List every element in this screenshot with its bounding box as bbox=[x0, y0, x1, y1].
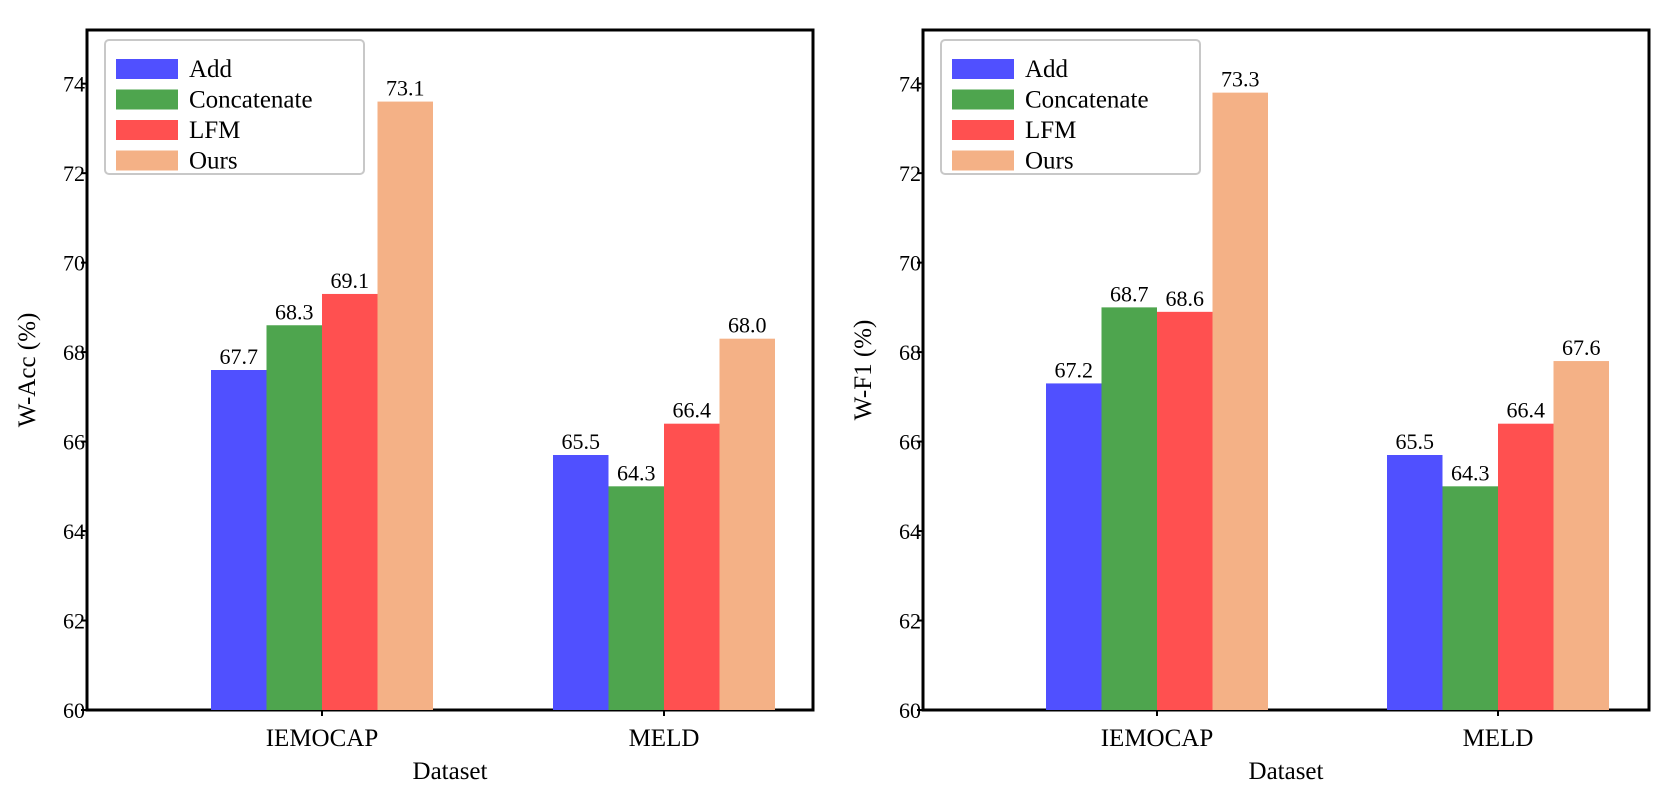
bar-value-label: 67.7 bbox=[220, 344, 259, 369]
y-axis-label: W-Acc (%) bbox=[14, 313, 41, 428]
y-tick-label: 74 bbox=[63, 72, 85, 97]
y-tick-label: 64 bbox=[899, 519, 921, 544]
bar-lfm-iemocap bbox=[322, 293, 378, 710]
legend-label-lfm: LFM bbox=[189, 117, 240, 144]
chart-panel-1: 60 62 64 66 68 70 72 74 67.7 65.5 68.3 64.3 69.1 66.4… bbox=[14, 28, 815, 785]
legend-swatch-concatenate bbox=[952, 89, 1014, 110]
legend-label-lfm: LFM bbox=[1025, 117, 1076, 144]
bar-add-iemocap bbox=[1046, 383, 1102, 710]
bar-value-label: 65.5 bbox=[1396, 429, 1435, 454]
legend-label-ours: Ours bbox=[189, 148, 238, 175]
x-axis-label: Dataset bbox=[413, 758, 488, 785]
bar-add-meld bbox=[1387, 455, 1443, 710]
y-tick-label: 74 bbox=[899, 72, 921, 97]
bar-lfm-meld bbox=[1498, 423, 1554, 710]
x-tick-label: MELD bbox=[629, 725, 700, 752]
plot-frame bbox=[921, 28, 1651, 712]
bar-value-label: 67.2 bbox=[1055, 357, 1094, 382]
legend-label-ours: Ours bbox=[1025, 148, 1074, 175]
legend: Add Concatenate LFM Ours bbox=[104, 39, 365, 175]
legend-label-concatenate: Concatenate bbox=[189, 87, 313, 114]
bar-value-label: 68.3 bbox=[275, 299, 314, 324]
legend-swatch-ours bbox=[116, 150, 178, 171]
y-tick-label: 70 bbox=[899, 251, 921, 276]
bar-value-label: 64.3 bbox=[1451, 460, 1490, 485]
y-tick-label: 62 bbox=[63, 609, 85, 634]
bar-value-label: 68.6 bbox=[1166, 286, 1205, 311]
bar-value-label: 68.0 bbox=[728, 313, 767, 338]
legend-swatch-concatenate bbox=[116, 89, 178, 110]
bar-ours-meld bbox=[1553, 361, 1609, 710]
y-tick-label: 72 bbox=[63, 161, 85, 186]
bar-ours-iemocap bbox=[377, 101, 433, 710]
legend-swatch-ours bbox=[952, 150, 1014, 171]
legend-swatch-add bbox=[952, 59, 1014, 79]
bar-concatenate-iemocap bbox=[266, 325, 322, 710]
y-tick-label: 72 bbox=[899, 161, 921, 186]
bar-ours-meld bbox=[719, 338, 775, 710]
bar-value-label: 66.4 bbox=[1507, 398, 1546, 423]
y-tick-label: 60 bbox=[899, 698, 921, 723]
legend-label-add: Add bbox=[189, 56, 233, 83]
bar-lfm-meld bbox=[664, 423, 720, 710]
x-tick-label: IEMOCAP bbox=[266, 725, 379, 752]
y-tick-label: 60 bbox=[63, 698, 85, 723]
bar-ours-iemocap bbox=[1212, 92, 1268, 710]
bar-add-meld bbox=[553, 455, 609, 710]
plot-frame bbox=[85, 28, 815, 712]
y-axis-label: W-F1 (%) bbox=[850, 320, 877, 421]
bar-value-label: 64.3 bbox=[617, 460, 656, 485]
bar-value-label: 68.7 bbox=[1110, 281, 1149, 306]
legend-swatch-add bbox=[116, 59, 178, 79]
x-tick-label: IEMOCAP bbox=[1101, 725, 1214, 752]
bar-value-label: 73.1 bbox=[386, 76, 425, 101]
bar-concatenate-meld bbox=[608, 486, 664, 710]
legend-label-concatenate: Concatenate bbox=[1025, 87, 1149, 114]
legend: Add Concatenate LFM Ours bbox=[940, 39, 1201, 175]
bar-concatenate-iemocap bbox=[1101, 307, 1157, 710]
y-tick-label: 62 bbox=[899, 609, 921, 634]
bar-add-iemocap bbox=[211, 370, 267, 710]
chart-panel-2: 60 62 64 66 68 70 72 74 67.2 65.5 68.7 64.3 68.6 66.4… bbox=[850, 28, 1651, 785]
y-tick-label: 66 bbox=[63, 430, 85, 455]
bar-value-label: 69.1 bbox=[331, 268, 370, 293]
bar-value-label: 65.5 bbox=[562, 429, 601, 454]
legend-swatch-lfm bbox=[952, 120, 1014, 140]
legend-label-add: Add bbox=[1025, 56, 1069, 83]
legend-swatch-lfm bbox=[116, 120, 178, 140]
bar-value-label: 67.6 bbox=[1562, 335, 1601, 360]
y-tick-label: 68 bbox=[899, 340, 921, 365]
y-tick-label: 66 bbox=[899, 430, 921, 455]
x-axis-label: Dataset bbox=[1249, 758, 1324, 785]
x-tick-label: MELD bbox=[1463, 725, 1534, 752]
bar-value-label: 66.4 bbox=[673, 398, 712, 423]
y-tick-label: 64 bbox=[63, 519, 85, 544]
bar-lfm-iemocap bbox=[1157, 311, 1213, 710]
y-tick-label: 68 bbox=[63, 340, 85, 365]
bar-value-label: 73.3 bbox=[1221, 67, 1260, 92]
y-tick-label: 70 bbox=[63, 251, 85, 276]
bar-concatenate-meld bbox=[1442, 486, 1498, 710]
